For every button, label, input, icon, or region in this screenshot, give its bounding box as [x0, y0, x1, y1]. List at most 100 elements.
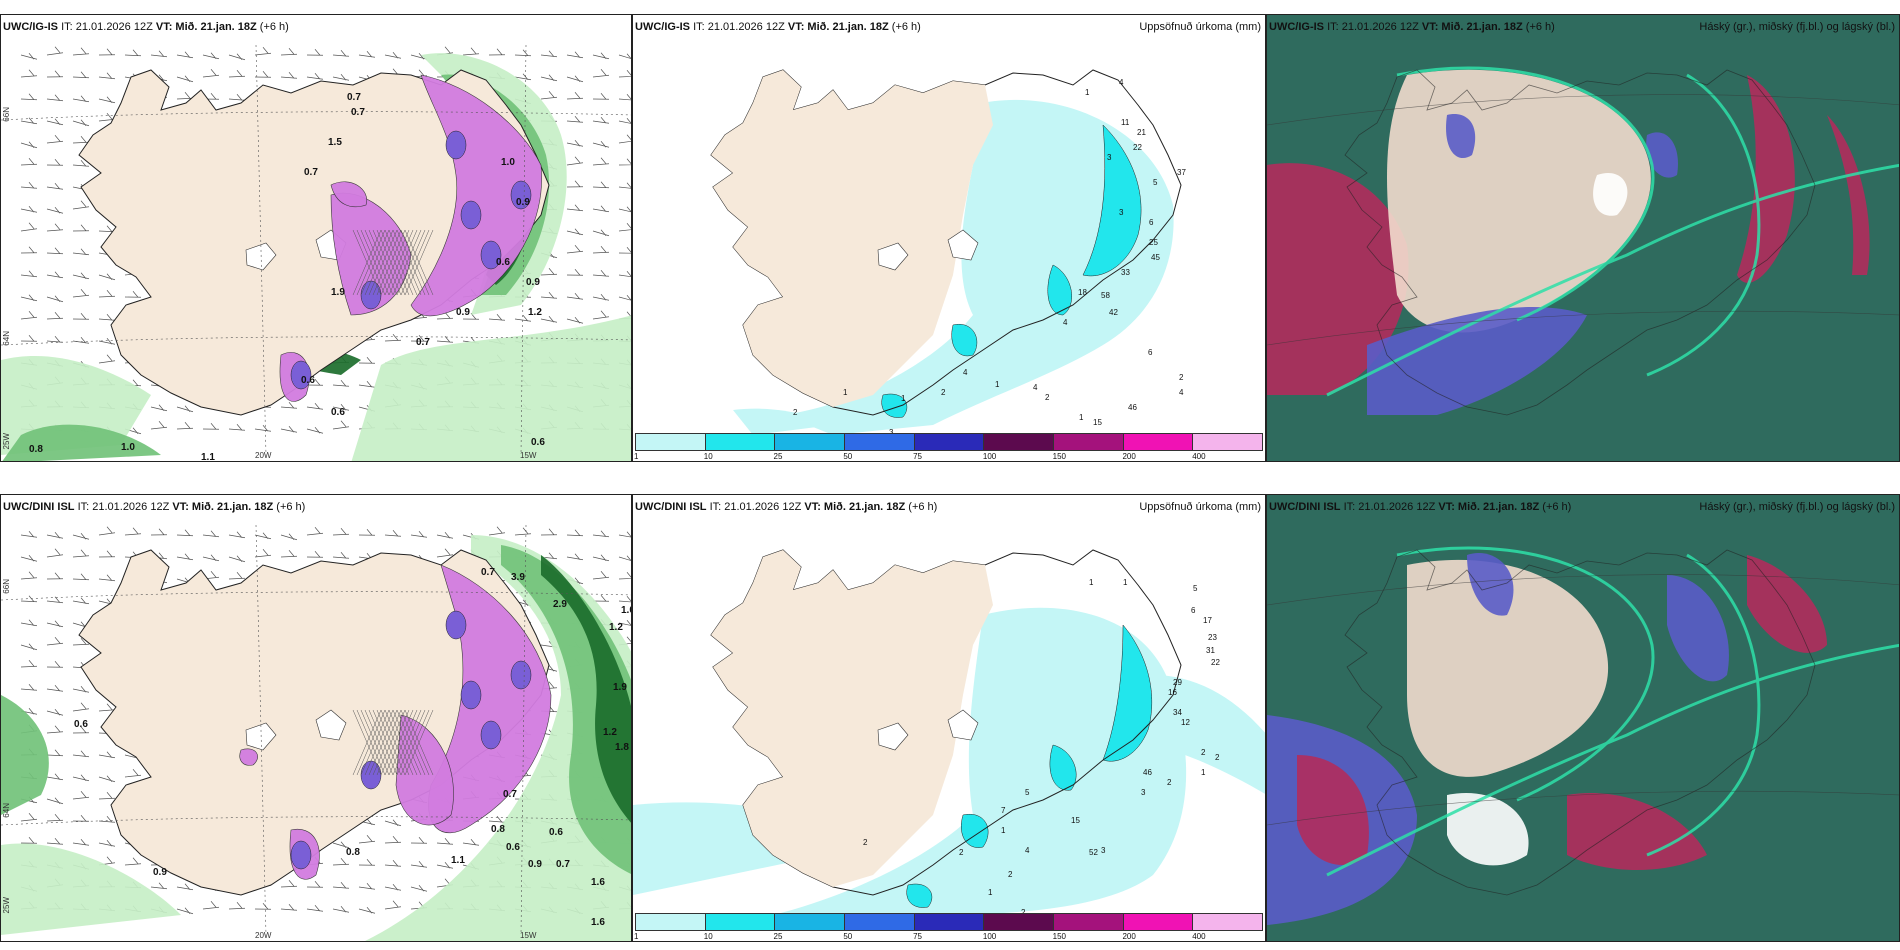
colorbar-segment [914, 914, 985, 930]
valid-time: Mið. 21.jan. 18Z [823, 501, 906, 513]
precip-value-label: 3 [889, 428, 894, 437]
init-time: IT: 21.01.2026 12Z [1343, 501, 1436, 513]
precip-value-label: 4 [963, 368, 968, 377]
cloud-layers [1267, 553, 1827, 925]
lead-time: (+6 h) [908, 501, 938, 513]
precip-value-label: 46 [1128, 403, 1137, 412]
colorbar-segment [984, 914, 1055, 930]
model-name: UWC/IG-IS [3, 21, 58, 33]
precip-value-label: 3 [1101, 846, 1106, 855]
precip-value-label: 15 [1071, 816, 1080, 825]
snow-value-label: 1.2 [603, 727, 617, 738]
precip-value-label: 2 [941, 388, 946, 397]
model-name: UWC/DINI ISL [1269, 501, 1341, 513]
snow-bands [1, 535, 631, 941]
colorbar-tick: 75 [913, 452, 923, 461]
precip-value-label: 23 [1208, 633, 1217, 642]
precip-value-label: 2 [1021, 908, 1026, 917]
precip-value-label: 15 [1093, 418, 1102, 427]
colorbar-tick: 50 [843, 932, 853, 941]
snow-value-label: 0.7 [503, 789, 517, 800]
model-name: UWC/DINI ISL [635, 501, 707, 513]
snow-value-label: 1.2 [609, 622, 623, 633]
precip-value-label: 42 [1109, 308, 1118, 317]
hatch-area [352, 709, 434, 776]
snow-value-labels: 0.73.92.91.01.21.91.80.61.21.60.70.80.60… [74, 567, 632, 928]
precip-value-label: 12 [1181, 718, 1190, 727]
snow-value-label: 1.5 [328, 137, 342, 148]
precip-value-label: 2 [1008, 870, 1013, 879]
snow-value-label: 0.9 [526, 277, 540, 288]
precip-value-label: 18 [1078, 288, 1087, 297]
precip-title: Uppsöfnuð úrkoma (mm) [1139, 501, 1261, 513]
init-time: IT: 21.01.2026 12Z [1327, 21, 1419, 33]
snow-value-label: 3.9 [511, 572, 525, 583]
snow-value-labels: 0.7 1.5 0.7 0.7 1.9 0.6 0.7 0.9 1.0 0.9 0.6 0.9 1.2 0… [29, 92, 545, 461]
snow-value-label: 2.9 [553, 599, 567, 610]
precip-value-label: 1 [1201, 768, 1206, 777]
precip-value-label: 2 [793, 408, 798, 417]
snow-value-label: 0.7 [304, 167, 318, 178]
snow-value-label: 1.0 [621, 605, 632, 616]
snow-value-label: 1.6 [591, 917, 605, 928]
colorbar-tick: 400 [1192, 932, 1206, 941]
precip-value-label: 2 [1045, 393, 1050, 402]
snow-value-label: 0.6 [331, 407, 345, 418]
colorbar-segment [1054, 914, 1124, 930]
snow-heavy [239, 564, 552, 880]
snow-value-label: 1.9 [331, 287, 345, 298]
valid-time: Mið. 21.jan. 18Z [807, 21, 889, 33]
colorbar-ticks: 1 10 25 50 75 100 150 200 400 [634, 452, 1263, 461]
colorbar-tick: 150 [1052, 452, 1067, 461]
init-time: IT: 21.01.2026 12Z [709, 501, 802, 513]
panel-title: UWC/IG-IS IT: 21.01.2026 12Z VT: Mið. 21… [635, 21, 921, 33]
lon-label-15w: 15W [520, 931, 537, 940]
snow-map-bottom: 0.73.92.91.01.21.91.80.61.21.60.70.80.60… [1, 495, 632, 941]
vt-prefix: VT: [1421, 21, 1439, 33]
lead-time: (+6 h) [259, 21, 289, 33]
precip-value-label: 4 [1025, 846, 1030, 855]
snow-value-label: 1.8 [615, 742, 629, 753]
colorbar-tick: 1 [634, 932, 639, 941]
snow-value-label: 0.7 [416, 337, 430, 348]
precip-value-label: 37 [1177, 168, 1186, 177]
vt-prefix: VT: [804, 501, 821, 513]
lat-label-66: 66N [2, 107, 11, 122]
valid-time: Mið. 21.jan. 18Z [1457, 501, 1540, 513]
lat-label-64: 64N [2, 331, 11, 346]
snow-value-label: 1.6 [591, 877, 605, 888]
colorbar-tick: 1 [634, 452, 639, 461]
colorbar-tick: 25 [773, 932, 783, 941]
snow-value-label: 1.1 [451, 855, 465, 866]
snow-value-label: 0.7 [347, 92, 361, 103]
panel-title: UWC/IG-IS IT: 21.01.2026 12Z VT: Mið. 21… [3, 21, 289, 33]
precip-map-top: 1411212233753625453358184246241154624411… [633, 15, 1265, 461]
colorbar-segment [845, 914, 915, 930]
snow-value-label: 1.2 [528, 307, 542, 318]
colorbar-segment [705, 914, 776, 930]
precip-areas [733, 99, 1174, 435]
precip-value-label: 45 [1151, 253, 1160, 262]
colorbar-tick: 100 [982, 452, 997, 461]
precip-value-label: 2 [863, 838, 868, 847]
colorbar-segment [914, 434, 985, 450]
init-time: IT: 21.01.2026 12Z [77, 501, 170, 513]
precip-value-label: 34 [1173, 708, 1182, 717]
colorbar-segment [636, 434, 706, 450]
snow-value-label: 0.8 [29, 444, 43, 455]
lead-time: (+6 h) [276, 501, 306, 513]
vt-prefix: VT: [172, 501, 189, 513]
panel-top-middle: UWC/IG-IS IT: 21.01.2026 12Z VT: Mið. 21… [632, 14, 1266, 462]
panel-title: UWC/DINI ISL IT: 21.01.2026 12Z VT: Mið.… [3, 501, 305, 513]
snow-value-label: 0.6 [301, 375, 315, 386]
panel-top-left: UWC/IG-IS IT: 21.01.2026 12Z VT: Mið. 21… [0, 14, 632, 462]
precip-value-label: 2 [1215, 753, 1220, 762]
panel-top-right: UWC/IG-IS IT: 21.01.2026 12Z VT: Mið. 21… [1266, 14, 1900, 462]
precip-value-label: 1 [1123, 578, 1128, 587]
precip-value-label: 2 [959, 848, 964, 857]
snow-value-label: 0.8 [346, 847, 360, 858]
precip-value-label: 17 [1203, 616, 1212, 625]
precip-value-label: 4 [1179, 388, 1184, 397]
model-name: UWC/IG-IS [635, 21, 690, 33]
